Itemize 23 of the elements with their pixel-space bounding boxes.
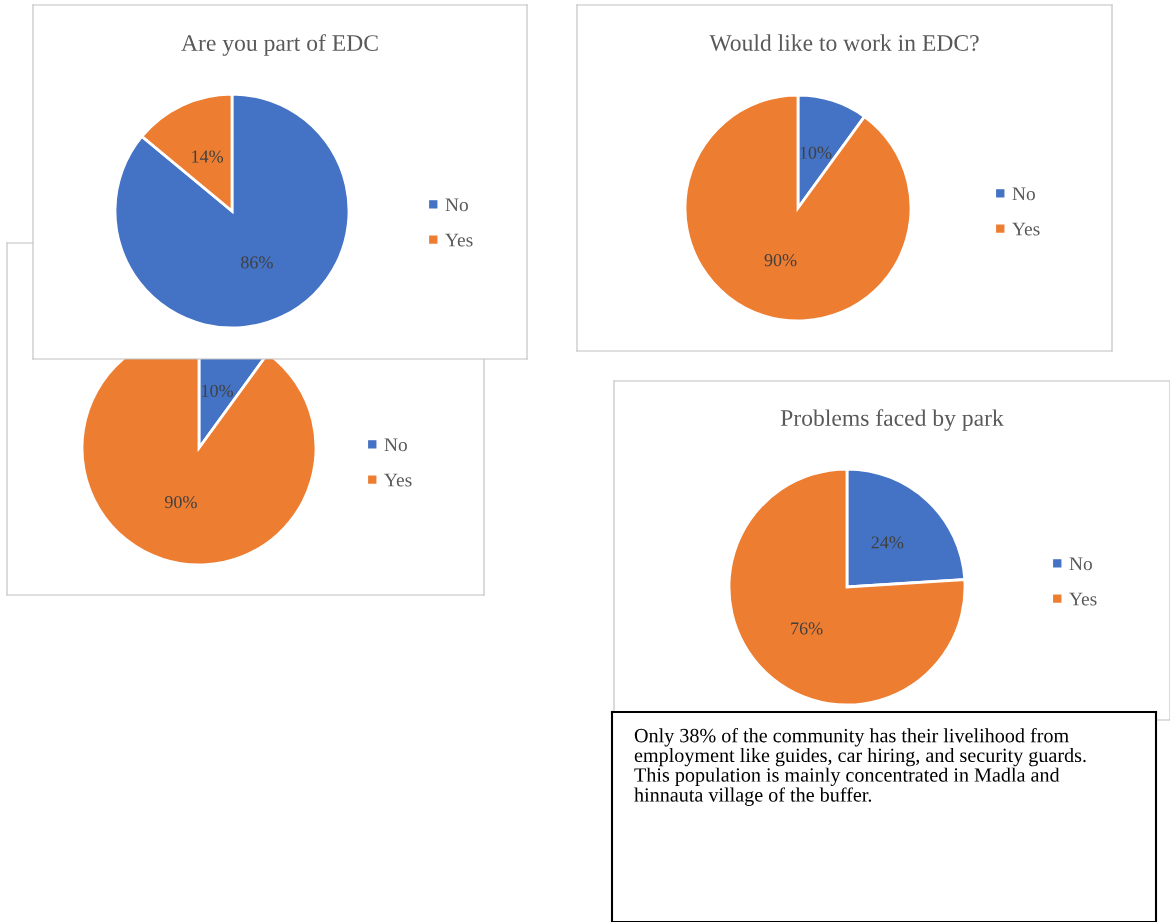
- text: Only 38% of the community has their livelihood from employment like guides, car hiring, and security guards. This population is mainly concentrated in Madla and hinnauta village of the buffer.: [634, 728, 1086, 806]
- chart-title: Problems faced by park: [780, 409, 1004, 431]
- legend-label: No: [1069, 557, 1092, 571]
- data-label: 14%: [192, 150, 224, 163]
- legend-label: Yes: [384, 473, 412, 487]
- data-label: 10%: [202, 384, 234, 397]
- legend-label: Yes: [1069, 592, 1097, 606]
- chart-title: Would like to work in EDC?: [709, 34, 979, 52]
- legend-label: Yes: [445, 233, 473, 247]
- data-label: 76%: [791, 622, 823, 635]
- data-label: 90%: [764, 254, 797, 267]
- pie-slice: [113, 92, 351, 330]
- pie-slice: [683, 93, 913, 323]
- data-label: 10%: [800, 146, 832, 159]
- pie-slice: [727, 467, 967, 707]
- data-label: 24%: [871, 536, 904, 549]
- legend-label: No: [1012, 187, 1035, 201]
- data-label: 86%: [241, 256, 273, 269]
- legend-label: No: [445, 198, 468, 212]
- chart-title: Are you part of EDC: [181, 34, 378, 56]
- legend-label: No: [384, 438, 407, 452]
- legend-label: Yes: [1012, 222, 1040, 236]
- data-label: 90%: [164, 495, 197, 509]
